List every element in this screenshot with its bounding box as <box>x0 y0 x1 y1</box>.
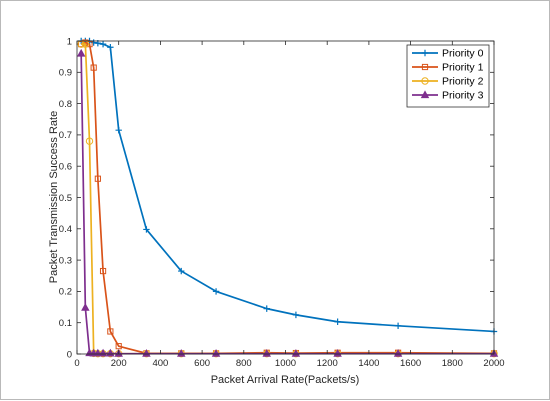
legend-swatch-marker-3 <box>420 90 430 99</box>
ticks-layer: 0 200 400 600 800 1000 1200 1400 1600 1800 2000 0 0.… <box>59 36 505 369</box>
y-tick-label-4: 0.4 <box>59 224 72 235</box>
legend-entries: Priority 0 Priority 1 Priority 2 Priority 3 <box>412 48 484 102</box>
data-point-s0-8 <box>143 226 150 233</box>
data-point-s1-5 <box>99 267 107 275</box>
y-tick-label-6: 0.6 <box>59 162 72 173</box>
x-tick-label-5: 1000 <box>275 358 296 369</box>
x-tick-label-10: 2000 <box>483 358 504 369</box>
data-point-s1-7 <box>115 343 122 350</box>
data-point-s3-5 <box>98 348 108 357</box>
data-point-s0-3 <box>90 39 97 46</box>
data-point-s1-2 <box>86 41 93 48</box>
x-tick-label-2: 400 <box>152 358 168 369</box>
data-point-s1-3 <box>90 64 97 71</box>
legend-swatch-marker-0 <box>421 49 429 57</box>
legend-label-0: Priority 0 <box>442 48 484 60</box>
data-point-s3-9 <box>177 349 186 357</box>
y-tick-label-2: 0.2 <box>59 287 72 298</box>
data-point-s0-5 <box>99 40 107 48</box>
x-tick-label-4: 800 <box>236 358 252 369</box>
data-point-s0-6 <box>107 44 114 51</box>
data-point-s0-11 <box>263 305 270 312</box>
data-point-s3-6 <box>106 348 115 357</box>
legend-box <box>406 44 490 108</box>
legend-entry-3: Priority 3 <box>412 90 484 102</box>
data-point-s0-10 <box>212 288 220 295</box>
legend-entry-2: Priority 2 <box>412 76 484 88</box>
x-tick-label-3: 600 <box>194 358 210 369</box>
y-axis-label: Packet Transmission Success Rate <box>48 111 60 283</box>
legend-entry-0: Priority 0 <box>412 48 484 60</box>
data-point-s3-11 <box>262 349 271 357</box>
y-tick-label-10: 1 <box>67 36 72 47</box>
legend-label-2: Priority 2 <box>442 76 484 88</box>
data-point-s3-0 <box>76 48 86 57</box>
data-point-s3-8 <box>142 349 151 357</box>
y-tick-label-0: 0 <box>67 349 72 360</box>
data-point-s3-12 <box>291 349 301 357</box>
data-point-s0-9 <box>178 267 185 275</box>
y-tick-label-1: 0.1 <box>59 318 72 329</box>
data-point-s0-14 <box>394 322 402 330</box>
data-point-s3-4 <box>93 348 103 357</box>
x-axis-label: Packet Arrival Rate(Packets/s) <box>211 374 360 386</box>
x-tick-label-9: 1800 <box>442 358 463 369</box>
legend: Priority 0 Priority 1 Priority 2 Priority 3 <box>406 44 490 108</box>
legend-swatch-marker-2 <box>421 77 429 85</box>
x-tick-label-7: 1400 <box>358 358 379 369</box>
data-point-s1-4 <box>94 175 101 182</box>
data-point-s2-2 <box>85 137 94 145</box>
y-tick-label-8: 0.8 <box>59 99 72 110</box>
data-point-s0-12 <box>292 311 300 319</box>
y-tick-label-3: 0.3 <box>59 255 72 266</box>
legend-swatch-marker-1 <box>421 63 429 71</box>
y-tick-label-7: 0.7 <box>59 130 72 141</box>
data-point-s3-13 <box>333 349 342 357</box>
y-tick-label-5: 0.5 <box>59 193 72 204</box>
legend-entry-1: Priority 1 <box>412 62 484 74</box>
x-tick-label-0: 0 <box>74 358 79 369</box>
legend-label-3: Priority 3 <box>442 90 484 102</box>
x-tick-label-6: 1200 <box>317 358 338 369</box>
x-tick-label-1: 200 <box>111 358 127 369</box>
legend-label-1: Priority 1 <box>442 62 484 74</box>
y-tick-label-9: 0.9 <box>59 68 72 79</box>
x-tick-label-8: 1600 <box>400 358 421 369</box>
data-point-s3-14 <box>393 349 403 357</box>
data-point-s1-6 <box>107 328 114 335</box>
data-point-s3-1 <box>81 303 90 311</box>
data-point-s0-7 <box>115 127 122 134</box>
data-point-s0-13 <box>334 318 341 325</box>
data-point-s3-10 <box>211 349 221 357</box>
